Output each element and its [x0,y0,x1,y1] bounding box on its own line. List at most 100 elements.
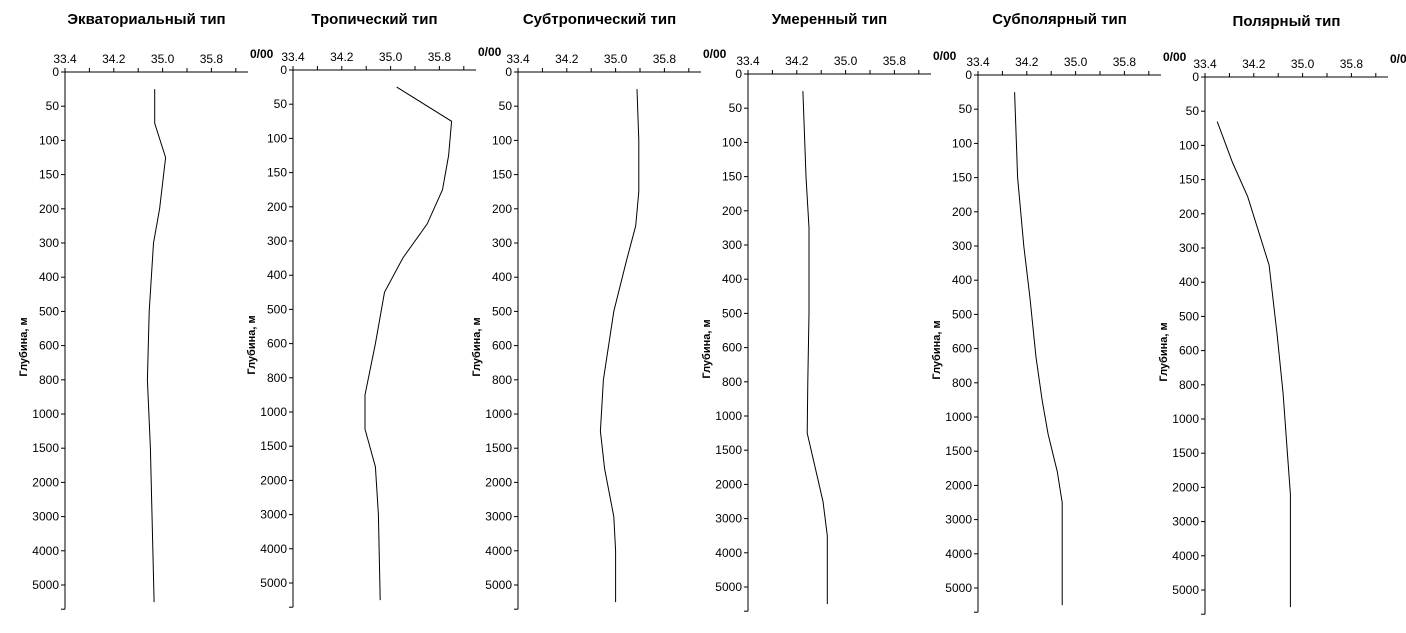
y-tick-label: 200 [39,202,59,216]
y-tick-label: 800 [952,376,972,390]
salinity-profile-line [599,89,640,603]
y-tick-label: 800 [492,373,512,387]
y-tick-label: 50 [729,101,743,115]
x-tick-label: 35.8 [200,52,224,66]
chart-title: Умеренный тип [772,11,887,28]
x-tick-label: 35.8 [1113,55,1137,69]
y-tick-label: 300 [39,236,59,250]
x-tick-label: 33.4 [281,50,305,64]
y-tick-label: 600 [952,342,972,356]
y-tick-label: 50 [959,102,973,116]
salinity-profile-line [802,91,828,605]
y-tick-label: 200 [952,205,972,219]
x-unit-label: 0/00 [703,47,727,61]
y-tick-label: 4000 [945,547,972,561]
y-tick-label: 1000 [485,407,512,421]
y-tick-label: 0 [735,67,742,81]
y-tick-label: 3000 [32,510,59,524]
y-tick-label: 100 [952,136,972,150]
x-unit-label: 0/00 [478,45,502,59]
x-tick-label: 33.4 [53,52,77,66]
y-axis-label: Глубина, м [18,317,30,376]
chart-panel: Умеренный тип 33.4 34.2 35.0 35.8 0/00 0 50 100 1… [701,11,957,612]
x-tick-label: 33.4 [1193,57,1217,71]
y-tick-label: 5000 [715,580,742,594]
y-tick-label: 150 [492,168,512,182]
y-tick-label: 50 [46,99,60,113]
x-unit-label: 0/00 [933,49,957,63]
y-tick-label: 200 [492,202,512,216]
x-tick-label: 35.0 [1291,57,1315,71]
y-tick-label: 400 [492,270,512,284]
x-tick-label: 35.8 [653,52,677,66]
x-tick-label: 33.4 [966,55,990,69]
y-tick-label: 400 [39,270,59,284]
y-axis-label: Глубина, м [246,315,258,374]
chart-title: Полярный тип [1233,13,1341,30]
y-tick-label: 0 [1192,70,1199,84]
y-tick-label: 400 [267,268,287,282]
chart-title: Экваториальный тип [67,11,225,28]
y-tick-label: 3000 [1172,515,1199,529]
salinity-profile-line [1014,92,1063,606]
y-tick-label: 300 [952,239,972,253]
y-tick-label: 150 [39,168,59,182]
y-tick-label: 3000 [945,513,972,527]
y-tick-label: 2000 [715,477,742,491]
x-unit-label: 0/00 [1163,50,1187,64]
y-tick-label: 300 [492,236,512,250]
x-tick-label: 34.2 [330,50,354,64]
y-tick-label: 1500 [945,444,972,458]
y-tick-label: 1000 [260,405,287,419]
y-tick-label: 3000 [485,510,512,524]
y-tick-label: 0 [505,65,512,79]
chart-panel: Субполярный тип 33.4 34.2 35.0 35.8 0/00 0 50 10… [931,11,1187,613]
x-tick-label: 35.0 [604,52,628,66]
y-tick-label: 100 [267,131,287,145]
y-tick-label: 800 [39,373,59,387]
y-tick-label: 1000 [1172,412,1199,426]
y-tick-label: 1500 [1172,446,1199,460]
y-tick-label: 600 [722,341,742,355]
x-tick-label: 35.8 [428,50,452,64]
y-tick-label: 2000 [945,478,972,492]
y-tick-label: 4000 [260,542,287,556]
y-tick-label: 2000 [1172,480,1199,494]
x-tick-label: 34.2 [785,54,809,68]
y-tick-label: 3000 [715,512,742,526]
y-tick-label: 100 [39,133,59,147]
y-tick-label: 4000 [715,546,742,560]
y-tick-label: 600 [492,339,512,353]
y-tick-label: 500 [952,307,972,321]
y-tick-label: 150 [267,166,287,180]
x-tick-label: 35.0 [379,50,403,64]
x-tick-label: 35.8 [883,54,907,68]
y-tick-label: 800 [267,371,287,385]
y-tick-label: 800 [1179,378,1199,392]
y-tick-label: 0 [965,68,972,82]
y-tick-label: 2000 [32,475,59,489]
x-tick-label: 34.2 [555,52,579,66]
x-tick-label: 35.8 [1340,57,1364,71]
y-tick-label: 600 [39,339,59,353]
x-tick-label: 35.0 [834,54,858,68]
y-tick-label: 4000 [1172,549,1199,563]
y-tick-label: 50 [1186,104,1200,118]
y-tick-label: 500 [267,302,287,316]
y-tick-label: 1000 [32,407,59,421]
y-tick-label: 500 [492,304,512,318]
chart-title: Тропический тип [311,11,437,28]
y-tick-label: 5000 [1172,583,1199,597]
y-tick-label: 600 [267,337,287,351]
y-tick-label: 150 [952,171,972,185]
y-tick-label: 5000 [260,576,287,590]
y-tick-label: 800 [722,375,742,389]
x-tick-label: 34.2 [102,52,126,66]
y-axis-label: Глубина, м [1158,322,1170,381]
y-tick-label: 4000 [485,544,512,558]
y-tick-label: 1500 [715,443,742,457]
y-tick-label: 3000 [260,508,287,522]
y-tick-label: 50 [499,99,513,113]
y-tick-label: 5000 [945,581,972,595]
x-tick-label: 35.0 [1064,55,1088,69]
